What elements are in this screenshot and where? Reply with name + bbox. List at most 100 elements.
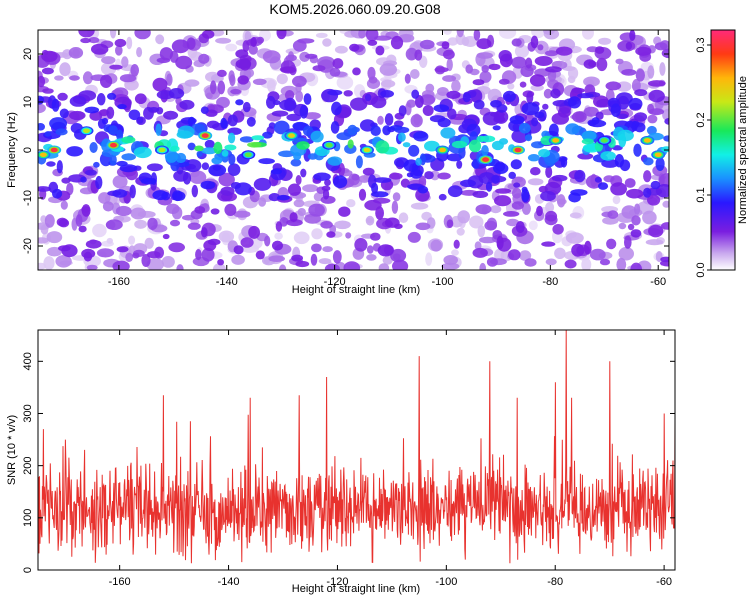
- heatmap-cell: [633, 112, 648, 122]
- heatmap-cell: [646, 125, 657, 135]
- heatmap-cell: [155, 34, 165, 45]
- heatmap-cell: [461, 37, 470, 46]
- heatmap-cell: [370, 232, 381, 241]
- x-tick-label: -80: [542, 276, 558, 288]
- heatmap-cell: [410, 169, 423, 179]
- heatmap-cell: [114, 38, 127, 48]
- heatmap-cell: [456, 30, 464, 38]
- heatmap-cell: [170, 145, 180, 152]
- heatmap-cell: [525, 57, 533, 69]
- heatmap-peak: [325, 142, 333, 148]
- heatmap-cell: [119, 164, 138, 173]
- heatmap-cell: [528, 220, 538, 231]
- heatmap-cell: [278, 264, 287, 270]
- heatmap-cell: [422, 105, 434, 116]
- heatmap-cell: [477, 225, 486, 238]
- heatmap-cell: [635, 46, 652, 56]
- heatmap-cell: [98, 192, 111, 204]
- heatmap-cell: [443, 49, 455, 60]
- heatmap-cell: [377, 244, 394, 257]
- heatmap-peak: [39, 152, 47, 158]
- heatmap-cell: [46, 246, 62, 257]
- heatmap-cell: [201, 147, 218, 155]
- heatmap-cell: [38, 123, 45, 131]
- heatmap-cell: [187, 142, 196, 151]
- heatmap-cell: [486, 257, 498, 267]
- heatmap-cell: [262, 131, 273, 139]
- heatmap-cell: [292, 121, 308, 131]
- snr-x-axis-title: Height of straight line (km): [292, 583, 420, 595]
- heatmap-cell: [237, 75, 249, 85]
- heatmap-cell: [382, 255, 393, 265]
- heatmap-cell: [519, 250, 532, 261]
- heatmap-cell: [273, 120, 290, 135]
- heatmap-cell: [166, 73, 173, 86]
- heatmap-cell: [511, 38, 522, 47]
- heatmap-cell: [300, 168, 307, 178]
- heatmap-cell: [476, 52, 493, 59]
- heatmap-peak: [552, 138, 560, 143]
- heatmap-peak: [654, 152, 662, 158]
- heatmap-cell: [633, 143, 642, 157]
- x-tick-label: -60: [656, 576, 672, 588]
- heatmap-cell: [350, 97, 368, 111]
- heatmap-cell: [212, 263, 226, 270]
- heatmap-cell: [490, 205, 502, 214]
- heatmap-cell: [398, 212, 409, 223]
- heatmap-cell: [86, 264, 98, 270]
- heatmap-cell: [374, 35, 392, 41]
- heatmap-cell: [162, 233, 170, 240]
- heatmap-cell: [217, 259, 225, 266]
- heatmap-cell: [351, 174, 360, 181]
- heatmap-cell: [469, 215, 484, 229]
- heatmap-cell: [315, 32, 328, 39]
- heatmap-cell: [384, 113, 394, 126]
- heatmap-cell: [507, 83, 515, 90]
- heatmap-cell: [66, 146, 83, 157]
- heatmap-cell: [626, 188, 644, 199]
- heatmap-cell: [527, 178, 544, 186]
- heatmap-cell: [600, 151, 616, 161]
- heatmap-cell: [424, 171, 434, 180]
- heatmap-cell: [112, 175, 128, 189]
- heatmap-cell: [358, 188, 367, 201]
- heatmap-cell: [630, 229, 642, 238]
- spectrogram-y-axis: -20 -10 0 10 20: [22, 48, 669, 254]
- heatmap-cell: [621, 69, 637, 76]
- heatmap-cell: [663, 135, 669, 142]
- heatmap-cell: [108, 125, 118, 135]
- heatmap-cell: [146, 163, 163, 172]
- heatmap-cell: [252, 78, 267, 86]
- heatmap-cell: [271, 110, 289, 117]
- heatmap-cell: [441, 262, 460, 270]
- heatmap-cell: [588, 60, 597, 68]
- heatmap-cell: [175, 55, 193, 70]
- heatmap-cell: [446, 153, 463, 162]
- heatmap-cell: [402, 142, 411, 148]
- heatmap-cell: [195, 249, 202, 261]
- heatmap-cell: [78, 225, 87, 233]
- heatmap-cell: [308, 203, 325, 217]
- heatmap-cell: [270, 168, 282, 175]
- heatmap-cell: [230, 88, 242, 95]
- heatmap-cell: [128, 235, 136, 245]
- heatmap-cell: [258, 197, 267, 207]
- heatmap-cell: [572, 111, 587, 123]
- heatmap-peak: [244, 152, 252, 158]
- heatmap-cell: [541, 241, 556, 247]
- heatmap-cell: [44, 131, 52, 137]
- heatmap-cell: [286, 219, 303, 227]
- heatmap-cell: [612, 195, 621, 205]
- heatmap-cell: [394, 126, 410, 134]
- heatmap-peak: [201, 133, 209, 138]
- heatmap-cell: [321, 185, 331, 192]
- x-tick-label: -80: [547, 576, 563, 588]
- heatmap-cell: [446, 90, 461, 99]
- heatmap-cell: [198, 53, 210, 64]
- heatmap-cell: [645, 239, 664, 246]
- heatmap-cell: [227, 163, 241, 176]
- heatmap-cell: [81, 248, 96, 259]
- heatmap-cell: [380, 90, 394, 98]
- heatmap-cell: [320, 221, 333, 229]
- heatmap-peak: [50, 147, 58, 153]
